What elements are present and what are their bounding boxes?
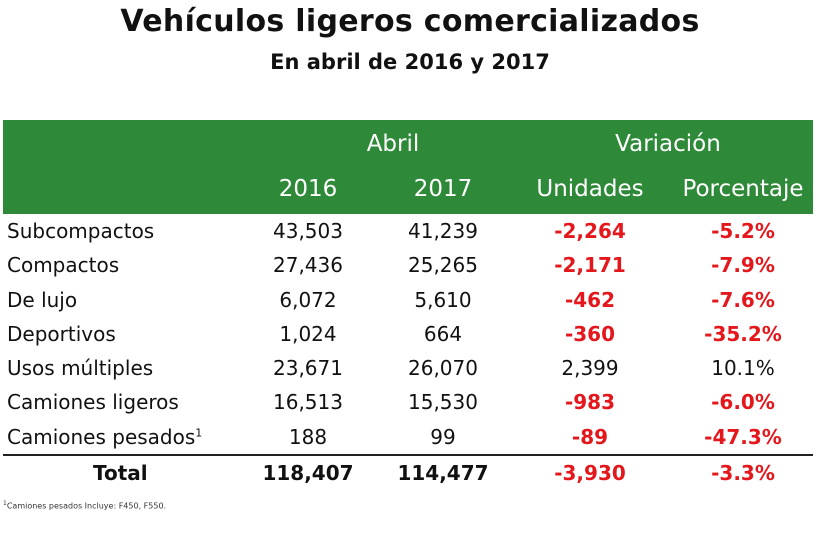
row-porcentaje: -47.3% (668, 425, 818, 449)
row-2016-text: 16,513 (273, 390, 343, 415)
row-category: Subcompactos (7, 219, 154, 243)
row-2016: 27,436 (243, 253, 373, 277)
row-unidades-text: -462 (564, 287, 616, 312)
page-title: Vehículos ligeros comercializados (120, 4, 700, 39)
row-2017-text: 99 (430, 424, 456, 449)
row-2016: 188 (243, 425, 373, 449)
row-2017-text: 5,610 (414, 287, 472, 312)
total-2017: 114,477 (397, 461, 489, 486)
row-2017: 26,070 (378, 356, 508, 380)
row-category-text: Compactos (7, 253, 120, 278)
header-abril: Abril (366, 131, 420, 157)
row-2017-text: 15,530 (408, 390, 478, 415)
row-category-text: Subcompactos (7, 219, 155, 243)
row-category: De lujo (7, 288, 77, 312)
sales-table: Abril Variación 2016 2017 Unidades Porce… (3, 120, 813, 490)
row-category-text: Camiones pesados (7, 424, 196, 449)
row-unidades: -462 (515, 288, 665, 312)
row-unidades-text: -983 (564, 390, 616, 415)
row-2016-text: 6,072 (279, 287, 337, 312)
row-porcentaje: -35.2% (668, 322, 818, 346)
total-row: Total 118,407 114,477 -3,930 -3.3% (3, 454, 813, 490)
header-unidades: Unidades (536, 176, 644, 202)
header-porcentaje: Porcentaje (682, 176, 804, 202)
row-2016: 6,072 (243, 288, 373, 312)
row-porcentaje-text: -6.0% (711, 390, 775, 415)
row-porcentaje-text: -7.6% (711, 287, 775, 312)
row-porcentaje: -5.2% (668, 219, 818, 243)
table-row: Deportivos 1,024 664 -360 -35.2% (3, 317, 813, 351)
row-porcentaje: 10.1% (668, 356, 818, 380)
row-unidades: -360 (515, 322, 665, 346)
row-2016-text: 27,436 (273, 253, 343, 278)
table-row: Camiones ligeros 16,513 15,530 -983 -6.0% (3, 385, 813, 419)
row-porcentaje-text: -5.2% (711, 219, 775, 243)
row-2017: 664 (378, 322, 508, 346)
row-2016-text: 1,024 (279, 321, 337, 346)
row-unidades: -89 (515, 425, 665, 449)
row-unidades-text: -2,264 (554, 219, 626, 243)
header-variacion: Variación (615, 131, 721, 157)
row-porcentaje-text: -47.3% (704, 424, 782, 449)
row-unidades: 2,399 (515, 356, 665, 380)
row-2016-text: 188 (288, 424, 328, 449)
table-row: Usos múltiples 23,671 26,070 2,399 10.1% (3, 351, 813, 385)
row-category: Deportivos (7, 322, 116, 346)
row-category-text: Camiones ligeros (7, 390, 179, 415)
row-category: Camiones pesados1 (7, 425, 202, 449)
footnote: 1Camiones pesados Incluye: F450, F550. (3, 500, 166, 511)
row-category: Usos múltiples (7, 356, 153, 380)
row-2017: 99 (378, 425, 508, 449)
total-porcentaje: -3.3% (711, 461, 775, 486)
total-unidades: -3,930 (554, 461, 626, 486)
row-porcentaje: -7.6% (668, 288, 818, 312)
row-category-text: De lujo (7, 287, 78, 312)
row-porcentaje-text: -7.9% (711, 253, 775, 278)
row-2017: 15,530 (378, 390, 508, 414)
table-row: De lujo 6,072 5,610 -462 -7.6% (3, 283, 813, 317)
row-category-text: Deportivos (7, 321, 116, 346)
header-2016: 2016 (278, 176, 338, 202)
row-2016-text: 43,503 (273, 219, 343, 243)
header-2017: 2017 (413, 176, 473, 202)
table-row: Compactos 27,436 25,265 -2,171 -7.9% (3, 248, 813, 282)
row-unidades: -983 (515, 390, 665, 414)
row-unidades-text: -2,171 (554, 253, 626, 278)
table-row: Subcompactos 43,503 41,239 -2,264 -5.2% (3, 214, 813, 248)
row-unidades: -2,264 (515, 219, 665, 243)
row-2016: 1,024 (243, 322, 373, 346)
row-porcentaje: -7.9% (668, 253, 818, 277)
row-porcentaje: -6.0% (668, 390, 818, 414)
row-2017-text: 664 (423, 321, 463, 346)
row-porcentaje-text: -35.2% (704, 321, 782, 346)
row-2017-text: 41,239 (408, 219, 478, 243)
footnote-text: Camiones pesados Incluye: F450, F550. (6, 501, 167, 511)
row-2017: 25,265 (378, 253, 508, 277)
row-unidades-text: -89 (571, 424, 609, 449)
row-category: Camiones ligeros (7, 390, 179, 414)
row-2017-text: 26,070 (408, 356, 478, 381)
row-unidades-text: 2,399 (561, 356, 619, 381)
footnote-marker: 1 (195, 426, 203, 440)
row-category-text: Usos múltiples (7, 356, 154, 381)
row-unidades: -2,171 (515, 253, 665, 277)
row-unidades-text: -360 (564, 321, 616, 346)
row-porcentaje-text: 10.1% (711, 356, 775, 381)
page-subtitle: En abril de 2016 y 2017 (270, 50, 550, 74)
footnote-marker: 1 (3, 500, 7, 507)
table-body: Subcompactos 43,503 41,239 -2,264 -5.2% Compa… (3, 214, 813, 454)
row-2016: 16,513 (243, 390, 373, 414)
row-2017-text: 25,265 (408, 253, 478, 278)
total-2016: 118,407 (262, 461, 354, 486)
row-category: Compactos (7, 253, 119, 277)
row-2016: 23,671 (243, 356, 373, 380)
table-header: Abril Variación 2016 2017 Unidades Porce… (3, 120, 813, 214)
table-row: Camiones pesados1 188 99 -89 -47.3% (3, 420, 813, 454)
row-2017: 5,610 (378, 288, 508, 312)
row-2016-text: 23,671 (273, 356, 343, 381)
row-2017: 41,239 (378, 219, 508, 243)
total-label: Total (93, 461, 148, 486)
row-2016: 43,503 (243, 219, 373, 243)
